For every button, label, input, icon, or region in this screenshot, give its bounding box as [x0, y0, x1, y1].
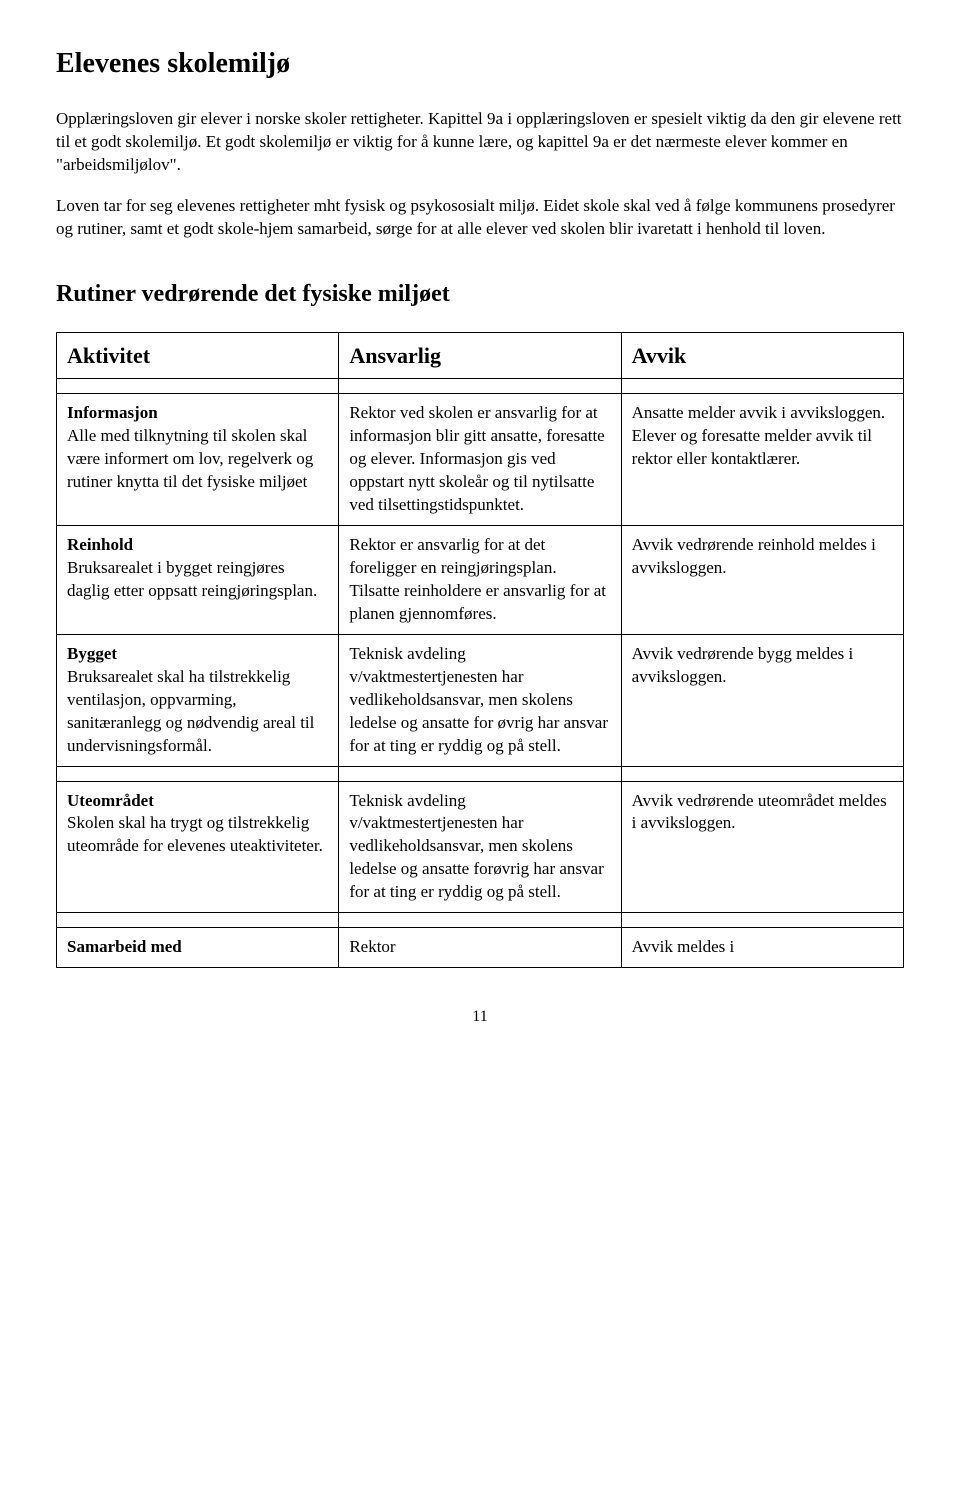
cell-title: Samarbeid med: [67, 936, 328, 959]
cell-ansvarlig: Rektor: [339, 928, 621, 968]
cell-body: Skolen skal ha trygt og tilstrekkelig ut…: [67, 813, 323, 855]
cell-avvik: Avvik meldes i: [621, 928, 903, 968]
cell-aktivitet: Bygget Bruksarealet skal ha tilstrekkeli…: [57, 634, 339, 766]
header-ansvarlig: Ansvarlig: [339, 332, 621, 379]
table-row: Reinhold Bruksarealet i bygget reingjøre…: [57, 526, 904, 635]
spacer-row: [57, 766, 904, 781]
table-row: Samarbeid med Rektor Avvik meldes i: [57, 928, 904, 968]
cell-ansvarlig: Teknisk avdeling v/vaktmestertjenesten h…: [339, 781, 621, 913]
cell-aktivitet: Samarbeid med: [57, 928, 339, 968]
header-aktivitet: Aktivitet: [57, 332, 339, 379]
section-title: Rutiner vedrørende det fysiske miljøet: [56, 281, 904, 308]
cell-avvik: Ansatte melder avvik i avviksloggen. Ele…: [621, 394, 903, 526]
cell-ansvarlig: Rektor er ansvarlig for at det foreligge…: [339, 526, 621, 635]
cell-ansvarlig: Rektor ved skolen er ansvarlig for at in…: [339, 394, 621, 526]
spacer-row: [57, 379, 904, 394]
cell-ansvarlig: Teknisk avdeling v/vaktmestertjenesten h…: [339, 634, 621, 766]
spacer-row: [57, 913, 904, 928]
cell-avvik: Avvik vedrørende reinhold meldes i avvik…: [621, 526, 903, 635]
page-number: 11: [56, 1008, 904, 1026]
intro-paragraph-1: Opplæringsloven gir elever i norske skol…: [56, 108, 904, 177]
header-avvik: Avvik: [621, 332, 903, 379]
cell-aktivitet: Reinhold Bruksarealet i bygget reingjøre…: [57, 526, 339, 635]
routines-table: Aktivitet Ansvarlig Avvik Informasjon Al…: [56, 332, 904, 968]
table-row: Informasjon Alle med tilknytning til sko…: [57, 394, 904, 526]
cell-title: Informasjon: [67, 402, 328, 425]
cell-title: Uteområdet: [67, 790, 328, 813]
page-title: Elevenes skolemiljø: [56, 48, 904, 80]
cell-aktivitet: Informasjon Alle med tilknytning til sko…: [57, 394, 339, 526]
cell-avvik: Avvik vedrørende uteområdet meldes i avv…: [621, 781, 903, 913]
cell-title: Reinhold: [67, 534, 328, 557]
cell-body: Bruksarealet i bygget reingjøres daglig …: [67, 558, 317, 600]
cell-body: Alle med tilknytning til skolen skal vær…: [67, 426, 313, 491]
table-row: Uteområdet Skolen skal ha trygt og tilst…: [57, 781, 904, 913]
cell-avvik: Avvik vedrørende bygg meldes i avvikslog…: [621, 634, 903, 766]
cell-title: Bygget: [67, 643, 328, 666]
cell-body: Bruksarealet skal ha tilstrekkelig venti…: [67, 667, 314, 755]
table-row: Bygget Bruksarealet skal ha tilstrekkeli…: [57, 634, 904, 766]
cell-aktivitet: Uteområdet Skolen skal ha trygt og tilst…: [57, 781, 339, 913]
table-header-row: Aktivitet Ansvarlig Avvik: [57, 332, 904, 379]
intro-paragraph-2: Loven tar for seg elevenes rettigheter m…: [56, 195, 904, 241]
